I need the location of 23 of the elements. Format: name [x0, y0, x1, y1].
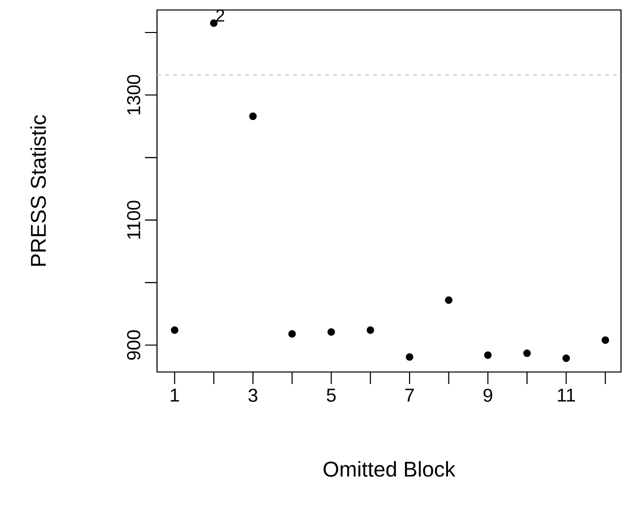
point: [602, 336, 610, 344]
x-tick-label: 9: [484, 388, 492, 402]
point: [288, 330, 296, 338]
point: [210, 19, 218, 27]
x-tick-label: 1: [170, 388, 179, 402]
y-tick-label: 1300: [127, 74, 140, 114]
point: [444, 296, 452, 304]
point: [562, 354, 570, 362]
y-axis-title: PRESS Statistic: [30, 115, 46, 266]
point: [523, 349, 531, 358]
x-axis-title: Omitted Block: [324, 461, 456, 477]
point: [406, 353, 414, 361]
point: [366, 326, 374, 334]
point: [170, 326, 178, 334]
y-tick-label: 900: [127, 330, 140, 360]
point: [249, 112, 257, 120]
x-tick-label: 5: [326, 388, 336, 402]
x-tick-label: 3: [248, 388, 258, 402]
point: [484, 351, 492, 359]
point: [327, 328, 336, 336]
y-tick-label: 1100: [127, 200, 140, 239]
x-tick-label: 7: [405, 388, 414, 402]
x-tick-label: 11: [558, 388, 575, 402]
